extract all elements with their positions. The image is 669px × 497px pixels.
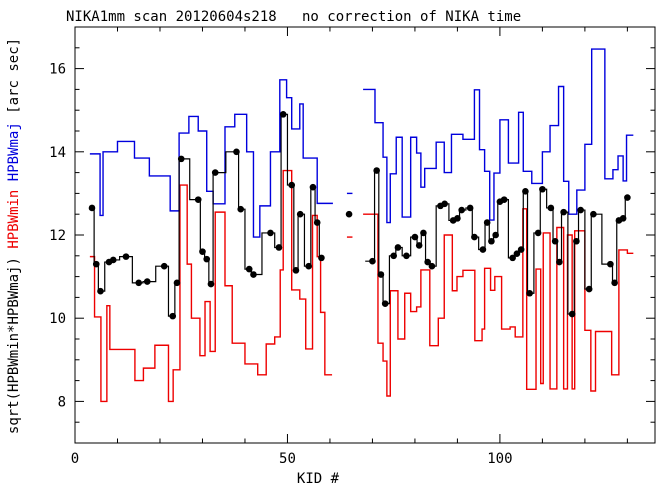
data-point	[97, 287, 104, 295]
data-point	[539, 185, 546, 193]
data-point	[590, 210, 597, 218]
data-point	[488, 237, 495, 245]
y-tick-label: 12	[49, 228, 66, 244]
data-point	[292, 267, 300, 274]
data-point	[492, 231, 499, 239]
data-point	[373, 167, 380, 174]
data-point	[211, 169, 219, 176]
data-point	[194, 196, 202, 203]
y-tick-label: 10	[49, 311, 66, 327]
data-point	[160, 262, 168, 270]
data-point	[619, 215, 627, 222]
data-point	[573, 237, 580, 245]
data-point	[577, 206, 584, 214]
data-point	[522, 188, 529, 195]
data-point	[109, 256, 117, 264]
data-point	[199, 248, 206, 255]
step-line	[363, 48, 634, 224]
data-point	[560, 208, 567, 216]
data-point	[551, 237, 559, 245]
data-point	[250, 271, 257, 278]
x-tick-label: 50	[279, 451, 296, 467]
data-point	[466, 204, 474, 212]
data-point	[513, 250, 521, 258]
data-point	[173, 279, 181, 287]
data-point	[207, 280, 215, 288]
data-point	[381, 300, 389, 307]
x-axis-label: KID #	[296, 471, 340, 487]
data-point	[279, 111, 287, 118]
data-point	[203, 255, 211, 263]
data-point	[568, 310, 576, 318]
data-point	[411, 233, 419, 241]
mean-line	[365, 169, 628, 315]
data-point	[454, 215, 461, 222]
x-tick-label: 100	[487, 451, 512, 467]
data-point	[534, 229, 542, 237]
data-point	[369, 257, 376, 265]
series-hpbwmaj	[89, 48, 634, 238]
data-point	[424, 258, 431, 266]
data-point	[237, 205, 245, 213]
data-point	[122, 253, 130, 260]
data-point	[177, 155, 185, 163]
data-point	[479, 246, 487, 253]
data-point	[585, 285, 593, 293]
data-point	[143, 278, 151, 285]
data-point	[428, 262, 436, 270]
data-point	[305, 262, 312, 270]
data-point	[441, 200, 448, 208]
data-point	[296, 210, 304, 218]
data-point	[318, 254, 325, 262]
data-point	[624, 194, 631, 201]
data-point	[415, 242, 423, 249]
data-point	[483, 219, 491, 226]
data-point	[458, 206, 465, 214]
data-point	[88, 204, 96, 212]
data-point	[403, 252, 410, 260]
data-point	[92, 260, 100, 268]
data-point	[390, 252, 397, 260]
chart-title: NIKA1mm scan 20120604s218 no correction …	[66, 9, 522, 25]
axes: 0 50 100 8 10 12 14 16	[49, 26, 656, 467]
data-point	[345, 210, 353, 218]
data-point	[394, 244, 402, 251]
data-point	[611, 279, 618, 287]
data-point	[275, 244, 283, 251]
step-line	[89, 169, 333, 403]
y-tick-label: 14	[49, 145, 66, 161]
data-point	[267, 229, 274, 237]
y-tick-label: 16	[49, 62, 66, 78]
data-point	[517, 246, 525, 253]
data-point	[420, 229, 427, 237]
data-point	[233, 148, 240, 156]
x-tick-label: 0	[71, 451, 79, 467]
series-geometric-mean	[88, 111, 631, 320]
data-point	[547, 204, 555, 212]
data-point	[607, 260, 614, 268]
data-point	[169, 312, 177, 320]
data-point	[309, 183, 317, 191]
data-point	[377, 271, 385, 278]
y-tick-label: 8	[58, 394, 66, 410]
data-point	[288, 181, 296, 189]
data-point	[313, 219, 321, 226]
data-point	[500, 196, 508, 203]
data-point	[471, 233, 478, 241]
data-point	[135, 279, 143, 287]
data-point	[556, 258, 563, 266]
data-point	[509, 254, 516, 262]
data-point	[526, 289, 533, 297]
data-point	[245, 265, 253, 273]
step-line	[89, 79, 333, 238]
